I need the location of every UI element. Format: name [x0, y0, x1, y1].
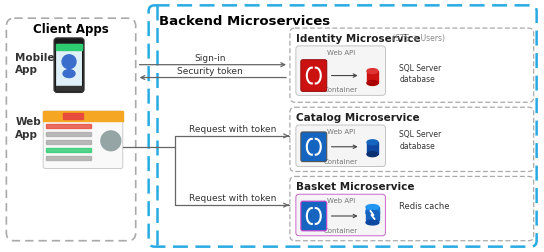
Text: SQL Server
database: SQL Server database [399, 64, 442, 84]
Text: Redis cache: Redis cache [399, 201, 450, 210]
Text: (STS + Users): (STS + Users) [391, 34, 446, 43]
Ellipse shape [366, 209, 379, 214]
FancyBboxPatch shape [56, 45, 82, 87]
FancyBboxPatch shape [301, 132, 327, 162]
Bar [46, 148, 91, 152]
Text: Mobile
App: Mobile App [15, 53, 55, 75]
FancyBboxPatch shape [296, 47, 385, 96]
FancyBboxPatch shape [301, 60, 327, 92]
Text: Request with token: Request with token [189, 193, 276, 202]
Text: Catalog Microservice: Catalog Microservice [296, 113, 419, 123]
Text: Web API: Web API [326, 197, 355, 203]
Text: Security token: Security token [177, 66, 243, 75]
Ellipse shape [367, 81, 378, 86]
Text: Request with token: Request with token [189, 124, 276, 133]
FancyBboxPatch shape [301, 201, 327, 231]
Bar [63, 114, 83, 120]
Text: Container: Container [324, 227, 358, 233]
FancyBboxPatch shape [296, 125, 385, 167]
Text: Sign-in: Sign-in [195, 53, 226, 62]
Bar [56, 87, 82, 91]
FancyBboxPatch shape [54, 39, 84, 93]
Ellipse shape [367, 140, 378, 145]
Ellipse shape [367, 152, 378, 157]
FancyBboxPatch shape [296, 195, 385, 236]
Ellipse shape [63, 70, 75, 78]
Bar [46, 156, 91, 160]
Circle shape [62, 55, 76, 69]
FancyBboxPatch shape [43, 112, 123, 169]
Ellipse shape [366, 205, 379, 210]
Bar [366, 211, 379, 220]
Circle shape [101, 132, 121, 151]
Text: Container: Container [324, 158, 358, 164]
Bar [56, 45, 82, 51]
Text: SQL Server
database: SQL Server database [399, 130, 442, 150]
Bar [46, 132, 91, 136]
Text: Client Apps: Client Apps [33, 23, 109, 36]
Text: Container: Container [324, 87, 358, 93]
Bar [43, 112, 123, 121]
Text: Web API: Web API [326, 129, 355, 134]
Bar [46, 140, 91, 144]
Bar [366, 207, 379, 213]
Bar [367, 143, 378, 154]
Text: Web API: Web API [326, 50, 355, 56]
Text: Web
App: Web App [15, 117, 41, 139]
Ellipse shape [366, 211, 379, 216]
Text: Backend Microservices: Backend Microservices [159, 15, 330, 28]
Bar [46, 124, 91, 129]
Ellipse shape [367, 69, 378, 74]
Text: Basket Microservice: Basket Microservice [296, 182, 415, 192]
Bar [367, 72, 378, 84]
Ellipse shape [366, 220, 379, 225]
Text: Identity Microservice: Identity Microservice [296, 34, 421, 44]
